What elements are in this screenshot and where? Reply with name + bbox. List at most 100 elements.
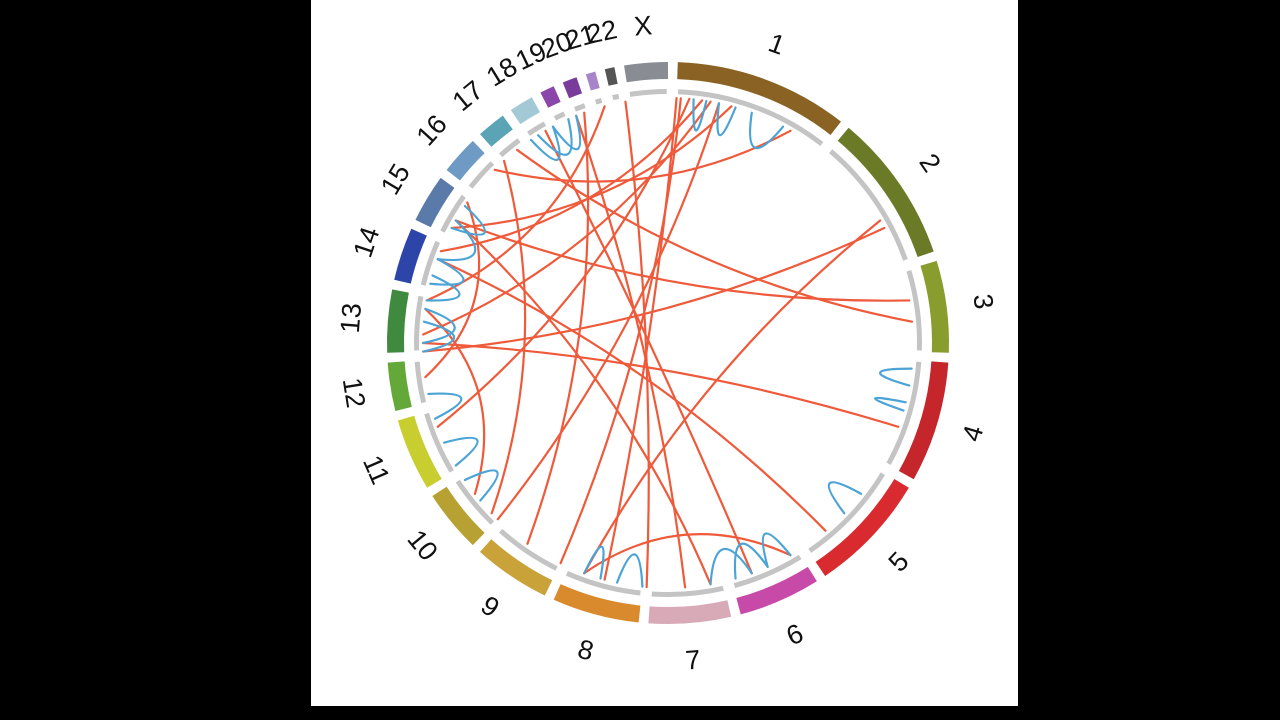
rearrangement-link bbox=[551, 114, 582, 151]
chromosome-label-11: 11 bbox=[357, 451, 396, 489]
translocation-link bbox=[516, 148, 914, 323]
chromosome-label-9: 9 bbox=[476, 590, 505, 623]
rearrangement-link bbox=[733, 542, 769, 580]
chromosome-band-13 bbox=[386, 289, 409, 353]
chromosome-label-16: 16 bbox=[410, 109, 452, 151]
chromosome-label-22: 22 bbox=[584, 14, 620, 50]
translocation-link bbox=[526, 111, 590, 545]
inner-track-segment-17 bbox=[499, 138, 521, 158]
inner-track-segment-8 bbox=[565, 571, 641, 596]
chromosome-band-18 bbox=[510, 97, 541, 125]
inner-track-segment-15 bbox=[440, 194, 466, 233]
inner-track-segment-9 bbox=[499, 528, 558, 571]
chromosome-label-10: 10 bbox=[401, 524, 443, 566]
translocation-link bbox=[493, 129, 792, 183]
chromosome-ideogram-ring bbox=[386, 62, 950, 625]
chromosome-label-3: 3 bbox=[967, 292, 999, 311]
chromosome-label-15: 15 bbox=[375, 159, 416, 200]
translocation-link bbox=[559, 97, 682, 565]
rearrangement-link bbox=[421, 307, 456, 345]
chromosome-band-14 bbox=[394, 228, 427, 284]
link-chords bbox=[421, 97, 914, 589]
rearrangement-link bbox=[709, 547, 753, 586]
inner-track-segment-11 bbox=[424, 412, 454, 473]
chromosome-band-7 bbox=[648, 600, 732, 625]
inner-track-segment-5 bbox=[808, 472, 886, 553]
rearrangement-link bbox=[692, 98, 708, 132]
translocation-link bbox=[583, 219, 882, 575]
inner-track-segment-7 bbox=[651, 585, 724, 598]
chromosome-band-8 bbox=[553, 584, 641, 623]
translocation-link bbox=[422, 100, 712, 336]
inner-track-segment-20 bbox=[574, 103, 586, 112]
chromosome-band-4 bbox=[898, 361, 949, 480]
chromosome-band-22 bbox=[604, 67, 618, 86]
chromosome-band-19 bbox=[540, 86, 561, 108]
translocation-link bbox=[421, 341, 900, 428]
chromosome-label-6: 6 bbox=[782, 618, 808, 652]
chromosome-band-11 bbox=[397, 415, 442, 488]
chromosome-band-2 bbox=[837, 127, 934, 258]
inner-track-segment-10 bbox=[455, 479, 495, 525]
rearrangement-link bbox=[716, 102, 737, 137]
chromosome-band-1 bbox=[677, 62, 841, 135]
translocation-link bbox=[450, 105, 733, 230]
translocation-link bbox=[583, 533, 792, 575]
chromosome-band-9 bbox=[479, 539, 553, 596]
rearrangement-link bbox=[429, 258, 465, 286]
inner-track-segment-14 bbox=[420, 240, 440, 286]
rearrangement-link bbox=[463, 469, 499, 502]
translocation-link bbox=[436, 258, 827, 532]
rearrangement-link bbox=[583, 545, 605, 580]
inner-track-segment-13 bbox=[413, 295, 424, 351]
inner-track-segment-6 bbox=[733, 554, 802, 588]
rearrangement-link bbox=[427, 392, 463, 420]
chromosome-band-15 bbox=[415, 177, 455, 228]
rearrangement-link bbox=[422, 320, 456, 353]
translocation-link bbox=[490, 159, 527, 515]
rearrangement-link bbox=[873, 396, 907, 412]
chromosome-label-4: 4 bbox=[956, 422, 989, 445]
chromosome-label-14: 14 bbox=[347, 223, 385, 261]
rearrangement-link bbox=[879, 367, 913, 387]
translocation-link bbox=[436, 97, 691, 428]
chromosome-label-17: 17 bbox=[447, 75, 489, 117]
translocation-link bbox=[454, 219, 911, 302]
chromosome-label-8: 8 bbox=[575, 634, 597, 667]
rearrangement-link bbox=[443, 436, 479, 467]
inner-track-segment-2 bbox=[829, 149, 908, 261]
translocation-link bbox=[422, 226, 886, 353]
chromosome-label-12: 12 bbox=[337, 376, 371, 410]
translocation-link bbox=[624, 100, 650, 589]
rearrangement-link bbox=[748, 111, 785, 150]
translocation-link bbox=[575, 114, 687, 589]
chromosome-label-13: 13 bbox=[335, 302, 367, 334]
rearrangement-link bbox=[615, 553, 644, 588]
inner-track-segment-22 bbox=[612, 93, 620, 101]
chromosome-band-20 bbox=[562, 77, 583, 99]
chromosome-label-x: X bbox=[633, 10, 653, 41]
circos-figure-panel: 1 2 3 4 5 6 7 8 9 10 11 12 13 14 15 16 17 18 19 20 21 22 X bbox=[311, 0, 1018, 706]
inner-track-segment-21 bbox=[595, 98, 603, 105]
rearrangement-link bbox=[450, 204, 486, 236]
chromosome-band-12 bbox=[387, 361, 412, 411]
chromosome-band-x bbox=[624, 62, 668, 83]
chromosome-label-2: 2 bbox=[913, 148, 946, 177]
rearrangement-link bbox=[436, 219, 477, 262]
chromosome-band-16 bbox=[446, 140, 485, 181]
inner-track-segment-3 bbox=[906, 270, 923, 351]
translocation-link bbox=[454, 219, 712, 586]
translocation-link bbox=[544, 129, 753, 575]
inner-track bbox=[413, 89, 923, 598]
rearrangement-link bbox=[537, 118, 573, 156]
chromosome-label-7: 7 bbox=[684, 644, 701, 675]
chromosome-band-6 bbox=[736, 566, 817, 615]
chromosome-band-17 bbox=[479, 115, 513, 147]
inner-track-segment-18 bbox=[527, 121, 547, 136]
rearrangement-link bbox=[529, 125, 561, 161]
inner-track-segment-16 bbox=[468, 161, 495, 189]
inner-track-segment-19 bbox=[553, 111, 566, 121]
chromosome-label-5: 5 bbox=[883, 546, 915, 578]
inner-track-segment-12 bbox=[414, 361, 427, 404]
